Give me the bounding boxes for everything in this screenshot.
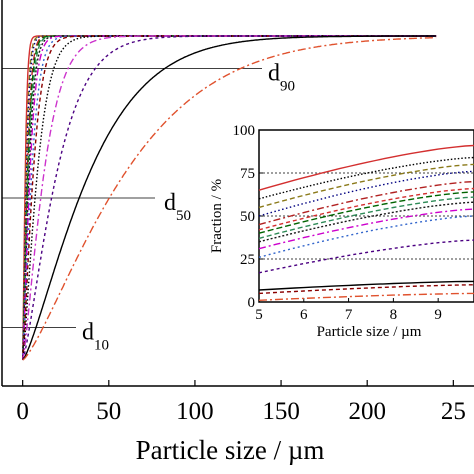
inset-y-tick-label: 100	[233, 123, 256, 139]
inset-series-line	[258, 196, 474, 240]
main-reference-label: d90	[268, 60, 295, 94]
main-x-tick-label: 100	[176, 398, 214, 425]
inset-ticks: 5 6 7 8 9 0 25 50 75 100	[233, 123, 442, 323]
inset-series-line	[258, 208, 474, 250]
inset-x-axis-label: Particle size / µm	[317, 324, 422, 340]
inset-series-line	[258, 191, 474, 234]
inset-series	[258, 144, 474, 301]
inset-y-tick-label: 50	[240, 209, 255, 225]
main-x-tick-label: 0	[16, 398, 29, 425]
main-x-tick-label: 25	[441, 398, 466, 425]
inset-plot: 5 6 7 8 9 0 25 50 75 100 Particle size / µm Fract…	[209, 123, 474, 340]
inset-series-line	[258, 201, 474, 243]
main-x-tick-label: 150	[262, 398, 300, 425]
inset-series-line	[258, 144, 474, 191]
inset-x-tick-label: 7	[345, 307, 353, 323]
main-reference-subscript: 90	[280, 78, 295, 94]
inset-x-tick-label: 9	[434, 307, 442, 323]
inset-y-tick-label: 75	[240, 166, 255, 182]
inset-series-line	[258, 156, 474, 200]
main-x-tick-label: 50	[96, 398, 121, 425]
main-series	[22, 35, 437, 361]
inset-series-line	[258, 180, 474, 226]
inset-series-line	[258, 239, 474, 274]
main-reference-subscript: 10	[94, 338, 109, 354]
inset-series-line	[258, 187, 474, 231]
main-x-tick-label: 200	[348, 398, 386, 425]
inset-series-line	[258, 170, 474, 217]
inset-x-tick-label: 6	[300, 307, 308, 323]
main-reference-label: d10	[82, 320, 109, 354]
inset-series-line	[258, 215, 474, 258]
inset-y-tick-label: 0	[248, 295, 256, 311]
inset-y-axis-label: Fraction / %	[209, 179, 225, 253]
inset-x-tick-label: 5	[255, 307, 263, 323]
inset-x-tick-label: 8	[390, 307, 398, 323]
main-series-line	[22, 35, 437, 361]
main-ticks: 0 50 100 150 200 25	[16, 380, 466, 425]
inset-series-line	[258, 292, 474, 301]
main-reference-label: d50	[164, 190, 191, 224]
main-reference-subscript: 50	[176, 208, 191, 224]
inset-series-line	[258, 284, 474, 295]
inset-y-tick-label: 25	[240, 252, 255, 268]
main-series-line	[22, 36, 437, 361]
inset-frame	[258, 129, 474, 303]
main-x-axis-label: Particle size / µm	[136, 435, 325, 465]
inset-series-line	[258, 280, 474, 291]
